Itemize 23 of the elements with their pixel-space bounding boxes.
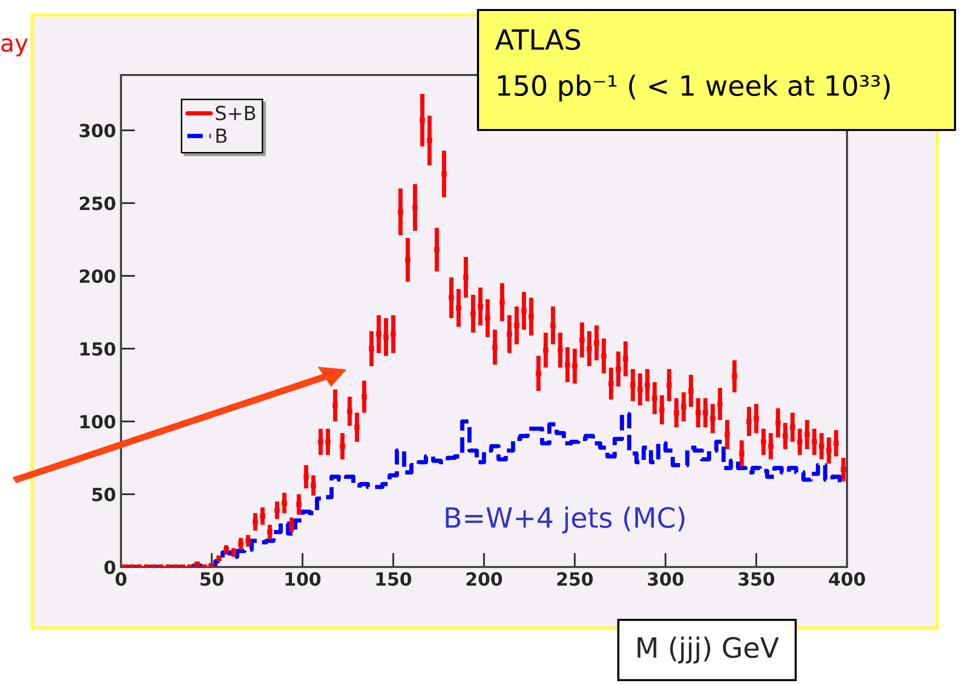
x-tick-label: 100 <box>286 572 320 586</box>
legend-label: S+B <box>216 106 256 120</box>
y-tick-label: 200 <box>80 269 116 283</box>
y-tick-label: 300 <box>80 124 116 138</box>
text: ay <box>1 38 28 56</box>
y-tick-label: 50 <box>92 488 116 502</box>
x-tick-label: 300 <box>648 572 684 586</box>
x-tick-label: 400 <box>828 572 865 586</box>
x-tick-label: 50 <box>200 572 224 586</box>
x-tick-label: 350 <box>738 572 774 586</box>
annotation: B=W+4 jets (MC) <box>446 506 684 534</box>
x-tick-label: 250 <box>557 572 593 586</box>
x-tick-label: 200 <box>466 572 502 586</box>
y-tick-label: 150 <box>80 342 116 356</box>
legend-label: B <box>216 128 227 143</box>
y-tick-label: 0 <box>104 560 116 574</box>
text: ATLAS <box>495 29 580 50</box>
y-tick-label: 100 <box>80 414 116 429</box>
x-tick-label: 150 <box>376 572 412 586</box>
y-tick-label: 250 <box>80 196 116 210</box>
x-axis-title: M (jjj) GeV <box>638 636 779 664</box>
x-tick-label: 0 <box>116 572 126 586</box>
annotation: 150 pb⁻¹ ( < 1 week at 10³³) <box>498 74 890 102</box>
